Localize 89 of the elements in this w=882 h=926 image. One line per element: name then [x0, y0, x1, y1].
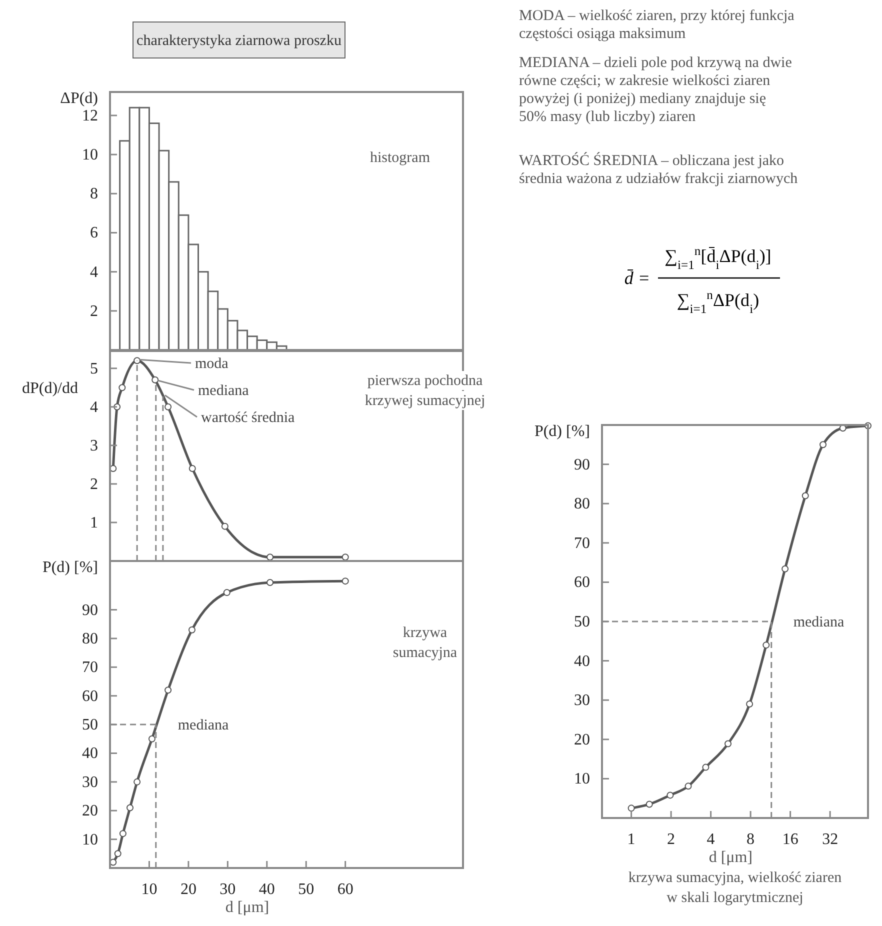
y-tick-label: 60 [82, 688, 98, 705]
point [762, 642, 770, 649]
y-tick-label: 20 [574, 731, 590, 748]
y-tick-label: 80 [82, 630, 98, 648]
ref-line-label: moda [195, 356, 229, 372]
point [188, 626, 196, 634]
point [782, 565, 789, 572]
y-axis-title: dP(d)/dd [22, 380, 78, 397]
point [164, 686, 172, 694]
point [342, 554, 349, 561]
y-tick-label: 90 [82, 602, 98, 619]
x-tick-label: 30 [220, 881, 236, 898]
text: MEDIANA – dzieli pole pod krzywą na dwie równe części; w zakresie wielkości ziaren powyżej (i poniżej) mediany znajduje się 50% masy (lub liczby) ziaren [519, 55, 792, 125]
y-tick-label: 90 [574, 456, 590, 474]
point [118, 384, 126, 392]
text: krzywa sumacyjna, wielkość ziaren w skali logarytmicznej [628, 870, 842, 906]
y-tick-label: 30 [82, 774, 98, 791]
x-tick-label: 10 [141, 881, 158, 898]
point [126, 804, 134, 812]
ref-line-label: mediana [198, 383, 250, 399]
y-tick-label: 5 [90, 360, 98, 378]
point [152, 376, 159, 384]
y-tick-label: 4 [90, 398, 98, 416]
x-tick-label: 16 [782, 831, 798, 848]
y-tick-label: 12 [82, 107, 98, 124]
y-axis-title: ΔP(d) [60, 90, 98, 107]
point [684, 782, 692, 790]
text: MODA – wielkość ziaren, przy której funkcja częstości osiąga maksimum [519, 8, 795, 42]
y-tick-label: 3 [90, 437, 98, 454]
x-tick-label: 2 [667, 831, 676, 848]
point [221, 522, 228, 530]
point [820, 441, 827, 448]
y-tick-label: 20 [82, 802, 98, 820]
y-tick-label: 2 [90, 476, 98, 493]
point [266, 554, 274, 561]
text: ∑$_{i=1}$$^{n}$[d̄$_{i}$ΔP(d$_{i}$)] [664, 244, 772, 272]
ref-line-label: mediana [178, 718, 230, 734]
y-tick-label: 2 [90, 302, 98, 320]
y-tick-label: 40 [82, 745, 98, 762]
y-axis-title: P(d) [%] [534, 423, 590, 440]
point [628, 804, 635, 812]
point [134, 778, 141, 786]
x-tick-label: 40 [258, 881, 275, 898]
point [114, 850, 122, 858]
y-tick-label: 40 [574, 652, 590, 670]
x-tick-label: 50 [298, 881, 314, 898]
point [119, 830, 126, 838]
chart-title: charakterystyka ziarnowa proszku [136, 33, 342, 49]
point [164, 403, 172, 410]
point [148, 735, 156, 742]
x-tick-label: 60 [337, 881, 354, 898]
x-axis-title: d [μm] [225, 899, 270, 916]
annotation: krzywa sumacyjna [392, 625, 458, 661]
y-tick-label: 60 [574, 574, 590, 592]
y-tick-label: 10 [82, 146, 98, 164]
y-tick-label: 50 [574, 614, 590, 630]
point [223, 589, 230, 596]
y-axis-title: P(d) [%] [42, 559, 98, 576]
annotation: histogram [370, 150, 430, 166]
point [646, 800, 653, 808]
y-tick-label: 80 [574, 496, 590, 513]
point [342, 578, 349, 585]
point [134, 357, 141, 364]
annotation: pierwsza pochodna krzywej sumacyjnej [364, 373, 486, 409]
text: WARTOŚĆ ŚREDNIA – obliczana jest jako średnia ważona z udziałów frakcji ziarnowych [519, 152, 798, 187]
ref-line-label: mediana [793, 614, 845, 630]
y-tick-label: 30 [574, 692, 590, 710]
point [802, 492, 809, 500]
y-tick-label: 8 [90, 186, 98, 203]
y-tick-label: 70 [574, 534, 590, 552]
x-tick-label: 8 [746, 831, 755, 848]
ref-line-label: wartość średnia [201, 410, 296, 426]
point [666, 792, 674, 799]
point [188, 465, 196, 472]
text: d̄ = [624, 268, 650, 288]
x-tick-label: 4 [706, 831, 715, 848]
y-tick-label: 4 [90, 264, 98, 281]
point [724, 740, 732, 748]
x-tick-label: 1 [627, 831, 636, 848]
y-tick-label: 1 [90, 514, 98, 532]
x-tick-label: 32 [822, 831, 838, 848]
x-tick-label: 20 [180, 881, 196, 898]
text: ∑$_{i=1}$$^{n}$ΔP(d$_{i}$) [676, 288, 760, 316]
y-tick-label: 50 [82, 716, 98, 734]
y-tick-label: 6 [90, 224, 98, 242]
x-axis-title: d [μm] [708, 849, 753, 866]
y-tick-label: 70 [82, 659, 98, 676]
point [266, 579, 274, 586]
y-tick-label: 10 [574, 770, 590, 788]
